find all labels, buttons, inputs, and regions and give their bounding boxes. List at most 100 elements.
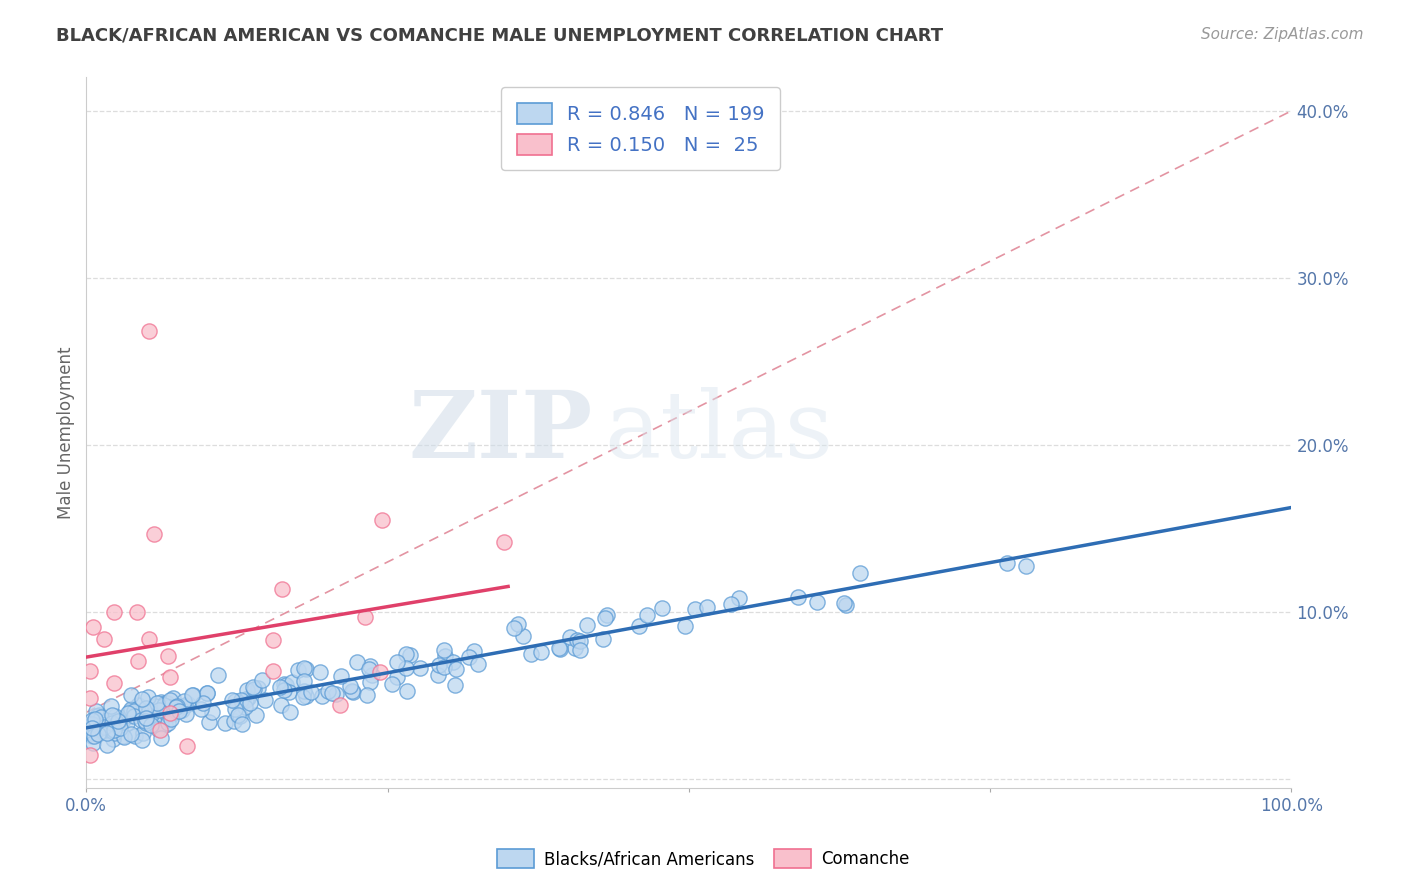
Point [395, 661, 418, 675]
Point [131, 692, 153, 706]
Point [463, 643, 485, 657]
Point [122, 704, 145, 718]
Point [444, 678, 467, 692]
Point [150, 695, 173, 709]
Point [96, 739, 118, 753]
Point [262, 632, 284, 647]
Point [835, 598, 858, 612]
Point [381, 677, 404, 691]
Point [250, 673, 273, 687]
Point [120, 702, 142, 716]
Point [385, 670, 408, 684]
Point [129, 714, 152, 728]
Point [253, 693, 276, 707]
Point [316, 684, 339, 698]
Point [262, 664, 284, 678]
Point [399, 648, 422, 663]
Point [93, 632, 115, 646]
Point [138, 690, 160, 704]
Point [79, 748, 101, 763]
Point [593, 611, 616, 625]
Point [112, 730, 135, 744]
Point [568, 642, 591, 657]
Point [221, 693, 243, 707]
Point [176, 739, 198, 753]
Point [246, 681, 269, 696]
Point [433, 642, 456, 657]
Point [560, 630, 582, 644]
Point [329, 698, 352, 713]
Point [342, 684, 364, 698]
Point [103, 723, 125, 737]
Point [124, 729, 146, 743]
Point [995, 556, 1018, 570]
Point [82, 730, 104, 744]
Point [201, 705, 224, 719]
Point [226, 708, 249, 723]
Point [107, 714, 129, 728]
Point [339, 679, 361, 693]
Point [160, 712, 183, 726]
Point [299, 685, 322, 699]
Point [269, 680, 291, 694]
Point [224, 702, 246, 716]
Point [342, 684, 364, 698]
Point [728, 591, 751, 605]
Point [108, 714, 131, 729]
Point [112, 714, 135, 728]
Point [321, 686, 343, 700]
Point [280, 675, 302, 690]
Point [135, 700, 157, 714]
Point [157, 699, 180, 714]
Point [103, 605, 125, 619]
Point [354, 609, 377, 624]
Point [108, 719, 131, 733]
Point [832, 596, 855, 610]
Point [138, 704, 160, 718]
Point [115, 716, 138, 731]
Point [93, 720, 115, 734]
Point [426, 668, 449, 682]
Point [278, 685, 301, 699]
Point [568, 633, 591, 648]
Point [143, 526, 166, 541]
Point [359, 674, 381, 689]
Point [292, 684, 315, 698]
Point [330, 669, 353, 683]
Point [849, 566, 872, 581]
Point [86, 704, 108, 718]
Point [82, 619, 104, 633]
Point [441, 655, 464, 669]
Point [190, 701, 212, 715]
Point [103, 709, 125, 723]
Point [346, 655, 368, 669]
Point [146, 722, 169, 736]
Point [494, 534, 516, 549]
Point [90, 710, 112, 724]
Point [512, 628, 534, 642]
Point [96, 718, 118, 732]
Point [159, 693, 181, 707]
Point [236, 691, 259, 706]
Point [135, 716, 157, 731]
Point [120, 704, 142, 718]
Point [548, 641, 571, 656]
Point [82, 736, 104, 750]
Point [120, 727, 142, 741]
Point [636, 607, 658, 622]
Point [103, 725, 125, 739]
Point [224, 694, 246, 708]
Point [100, 699, 122, 714]
Point [458, 650, 481, 665]
Point [170, 703, 193, 717]
Legend: R = 0.846   N = 199, R = 0.150   N =  25: R = 0.846 N = 199, R = 0.150 N = 25 [501, 87, 780, 170]
Point [90, 721, 112, 735]
Point [160, 706, 183, 721]
Point [86, 709, 108, 723]
Point [149, 731, 172, 745]
Point [124, 709, 146, 723]
Point [166, 699, 188, 714]
Point [82, 716, 104, 731]
Point [135, 711, 157, 725]
Point [222, 714, 245, 728]
